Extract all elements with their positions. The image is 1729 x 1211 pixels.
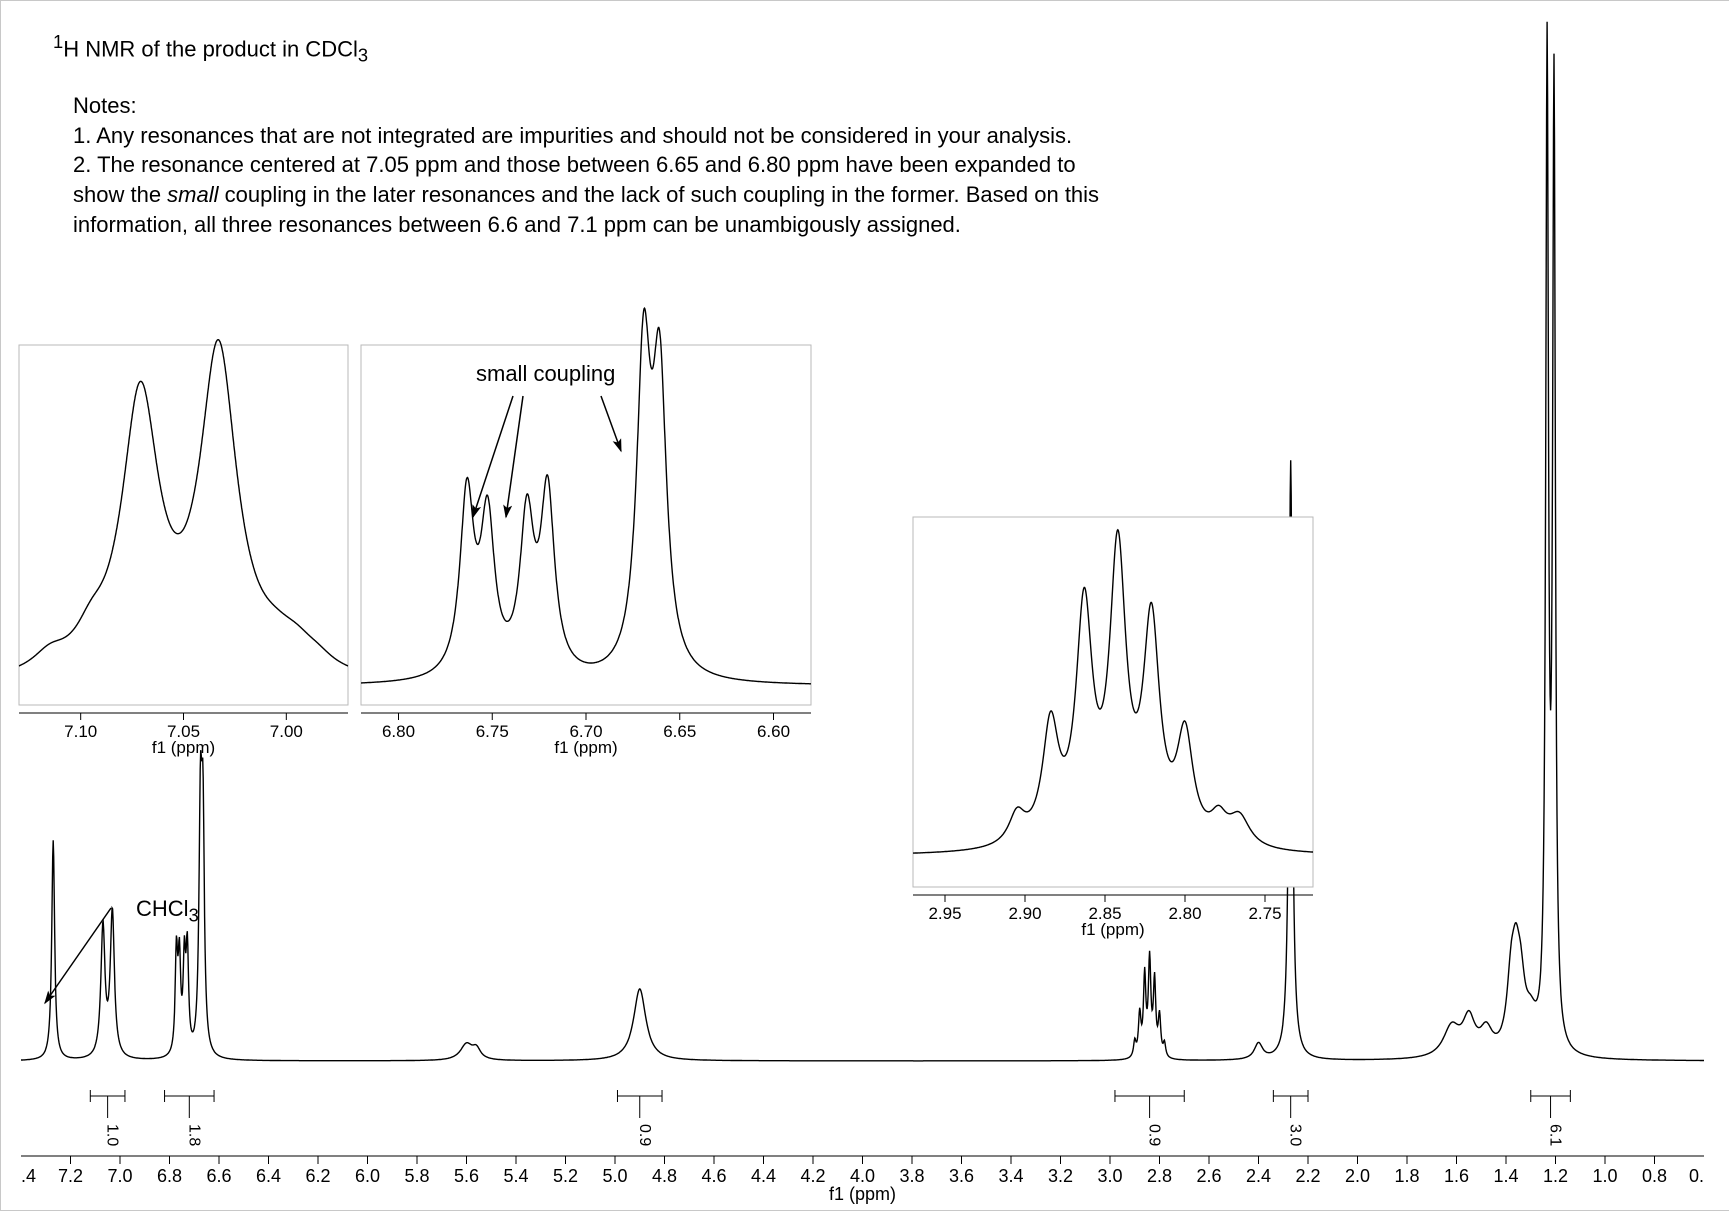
integration-marker: 0.9 [1115, 1090, 1184, 1146]
spectrum-svg: 7.2 7.0 6.8 6.6 6.4 6.2 6.0 5.8 5.6 5.4 5.2 5.0 4.8 4… [1, 1, 1729, 1210]
main-axis-tick-label: 5.6 [454, 1166, 479, 1186]
main-axis-tick-label: 2.4 [1246, 1166, 1271, 1186]
main-axis-tick-label: 6.6 [206, 1166, 231, 1186]
main-axis-tick-label: 3.8 [899, 1166, 924, 1186]
main-axis-tick-label: 4.2 [800, 1166, 825, 1186]
inset-705-box [19, 345, 348, 705]
main-axis-tick-label: 7.0 [107, 1166, 132, 1186]
main-axis-left-edge-label: .4 [21, 1166, 36, 1186]
inset-705-tick-label: 7.10 [64, 722, 97, 741]
main-axis-tick-label: 4.8 [652, 1166, 677, 1186]
inset-284-tick-label: 2.95 [928, 904, 961, 923]
inset-284-tick-label: 2.80 [1168, 904, 1201, 923]
inset-674-axis-label: f1 (ppm) [554, 738, 617, 757]
main-axis-right-edge-label: 0. [1689, 1166, 1704, 1186]
integration-marker: 0.9 [617, 1090, 662, 1146]
nmr-figure: 1H NMR of the product in CDCl3 Notes: 1.… [0, 0, 1729, 1211]
main-axis-tick-label: 2.2 [1295, 1166, 1320, 1186]
integration-marker: 3.0 [1273, 1090, 1308, 1146]
main-axis-tick-label: 6.4 [256, 1166, 281, 1186]
main-axis-tick-label: 6.2 [305, 1166, 330, 1186]
main-axis-tick-label: 5.4 [503, 1166, 528, 1186]
main-axis-tick-label: 2.6 [1196, 1166, 1221, 1186]
main-axis-tick-label: 6.0 [355, 1166, 380, 1186]
inset-674-tick-label: 6.60 [757, 722, 790, 741]
main-axis-tick-label: 5.8 [404, 1166, 429, 1186]
main-axis-tick-label: 3.6 [949, 1166, 974, 1186]
main-axis-tick-label: 6.8 [157, 1166, 182, 1186]
integration-value: 0.9 [636, 1124, 653, 1146]
main-axis-label: f1 (ppm) [829, 1184, 896, 1204]
inset-674-tick-label: 6.75 [476, 722, 509, 741]
main-axis-tick-label: 4.6 [701, 1166, 726, 1186]
main-axis-tick-label: 4.0 [850, 1166, 875, 1186]
inset-284-tick-label: 2.90 [1008, 904, 1041, 923]
main-axis-tick-label: 0.8 [1642, 1166, 1667, 1186]
main-axis-tick-label: 7.2 [58, 1166, 83, 1186]
inset-705-tick-label: 7.00 [270, 722, 303, 741]
main-axis-tick-label: 1.2 [1543, 1166, 1568, 1186]
inset-674-box [361, 345, 811, 705]
chcl3-label: CHCl3 [136, 896, 199, 926]
small-coupling-label: small coupling [476, 361, 615, 386]
main-axis-tick-label: 2.8 [1147, 1166, 1172, 1186]
integration-value: 1.8 [185, 1124, 202, 1146]
main-axis-tick-label: 3.4 [998, 1166, 1023, 1186]
main-axis-tick-label: 2.0 [1345, 1166, 1370, 1186]
main-axis-tick-label: 5.2 [553, 1166, 578, 1186]
integration-marker: 1.8 [165, 1090, 215, 1146]
inset-674-tick-label: 6.80 [382, 722, 415, 741]
main-axis-tick-label: 1.6 [1444, 1166, 1469, 1186]
integration-value: 0.9 [1146, 1124, 1163, 1146]
main-axis-tick-label: 3.2 [1048, 1166, 1073, 1186]
main-axis-tick-label: 1.4 [1493, 1166, 1518, 1186]
integration-marker: 1.0 [90, 1090, 125, 1146]
main-axis-tick-label: 4.4 [751, 1166, 776, 1186]
main-axis-tick-label: 3.0 [1097, 1166, 1122, 1186]
integration-value: 3.0 [1287, 1124, 1304, 1146]
integration-marker: 6.1 [1531, 1090, 1571, 1146]
inset-674-tick-label: 6.65 [663, 722, 696, 741]
integration-value: 6.1 [1547, 1124, 1564, 1146]
main-axis-tick-label: 5.0 [602, 1166, 627, 1186]
inset-705-axis-label: f1 (ppm) [152, 738, 215, 757]
main-axis-tick-label: 1.8 [1394, 1166, 1419, 1186]
inset-284-tick-label: 2.75 [1248, 904, 1281, 923]
main-axis-tick-label: 1.0 [1592, 1166, 1617, 1186]
inset-284-axis-label: f1 (ppm) [1081, 920, 1144, 939]
integration-value: 1.0 [104, 1124, 121, 1146]
